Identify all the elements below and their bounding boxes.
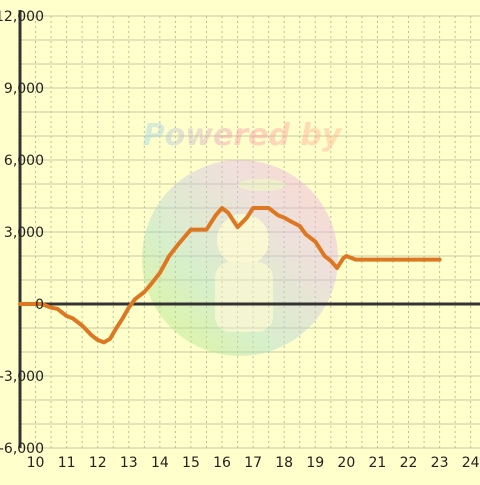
- watermark: Powered by: [142, 118, 343, 356]
- axes: [18, 10, 480, 448]
- tick-labels: -6,000 -3,000 0 3,000 6,000 9,000 12,000 10 11 12…: [0, 9, 480, 471]
- x-tick-label: 12: [89, 455, 107, 471]
- x-tick-label: 24: [462, 455, 480, 471]
- x-tick-label: 20: [337, 455, 355, 471]
- series: [18, 206, 442, 345]
- y-tick-label: 6,000: [4, 153, 44, 169]
- watermark-character-face: [217, 214, 269, 266]
- y-tick-label: -6,000: [0, 441, 44, 457]
- y-tick-label: 12,000: [0, 9, 44, 25]
- x-tick-label: 11: [58, 455, 76, 471]
- x-tick-label: 13: [120, 455, 138, 471]
- watermark-disc: [142, 160, 338, 356]
- y-tick-label: 0: [35, 297, 44, 313]
- x-tick-label: 18: [275, 455, 293, 471]
- y-tick-label: -3,000: [0, 369, 44, 385]
- x-tick-label: 15: [182, 455, 200, 471]
- watermark-character-hat: [238, 179, 286, 191]
- watermark-text: Powered by: [143, 118, 343, 153]
- x-tick-label: 21: [369, 455, 387, 471]
- series-line-1: [18, 206, 442, 345]
- x-tick-label: 10: [27, 455, 45, 471]
- x-tick-label: 22: [400, 455, 418, 471]
- watermark-character-body: [215, 262, 273, 332]
- y-tick-label: 3,000: [4, 225, 44, 241]
- x-tick-label: 23: [431, 455, 449, 471]
- x-tick-label: 14: [151, 455, 169, 471]
- x-tick-label: 17: [244, 455, 262, 471]
- x-tick-label: 16: [213, 455, 231, 471]
- y-tick-label: 9,000: [4, 81, 44, 97]
- x-tick-label: 19: [306, 455, 324, 471]
